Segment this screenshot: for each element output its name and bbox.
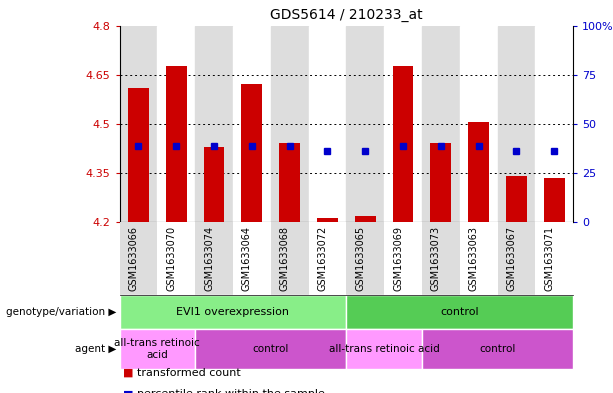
Text: transformed count: transformed count (137, 367, 240, 378)
Bar (544, 178, 565, 222)
Bar (166, 66, 186, 222)
Text: GSM1633063: GSM1633063 (469, 226, 479, 291)
Bar (204, 147, 224, 222)
Text: GSM1633072: GSM1633072 (318, 226, 327, 291)
Bar (422, 26, 460, 222)
Bar (128, 88, 149, 222)
Text: GSM1633070: GSM1633070 (166, 226, 177, 291)
Text: GSM1633067: GSM1633067 (506, 226, 516, 291)
Title: GDS5614 / 210233_at: GDS5614 / 210233_at (270, 8, 422, 22)
Bar (506, 176, 527, 222)
Text: ■: ■ (123, 367, 133, 378)
Text: genotype/variation ▶: genotype/variation ▶ (6, 307, 116, 317)
Bar (233, 26, 271, 222)
Bar (195, 26, 233, 222)
Bar (384, 26, 422, 222)
Text: GSM1633066: GSM1633066 (129, 226, 139, 291)
Text: ■: ■ (123, 389, 133, 393)
Bar (430, 143, 451, 222)
Bar (498, 26, 535, 222)
Text: GSM1633071: GSM1633071 (544, 226, 554, 291)
Text: all-trans retinoic acid: all-trans retinoic acid (329, 344, 440, 354)
Bar (317, 218, 338, 222)
Bar (460, 26, 498, 222)
Bar (120, 26, 158, 222)
Text: GSM1633068: GSM1633068 (280, 226, 290, 291)
Text: agent ▶: agent ▶ (75, 344, 116, 354)
Bar (308, 26, 346, 222)
Bar (355, 217, 376, 222)
Text: GSM1633074: GSM1633074 (204, 226, 214, 291)
Bar (242, 84, 262, 222)
Text: control: control (253, 344, 289, 354)
Bar (158, 26, 195, 222)
Text: percentile rank within the sample: percentile rank within the sample (137, 389, 324, 393)
Bar (535, 26, 573, 222)
Text: GSM1633073: GSM1633073 (431, 226, 441, 291)
Bar (468, 122, 489, 222)
Bar (271, 26, 308, 222)
Text: all-trans retinoic
acid: all-trans retinoic acid (115, 338, 200, 360)
Text: GSM1633064: GSM1633064 (242, 226, 252, 291)
Bar (346, 26, 384, 222)
Text: control: control (479, 344, 516, 354)
Text: GSM1633069: GSM1633069 (393, 226, 403, 291)
Bar (393, 66, 413, 222)
Text: control: control (440, 307, 479, 317)
Bar (280, 143, 300, 222)
Text: GSM1633065: GSM1633065 (356, 226, 365, 291)
Text: EVI1 overexpression: EVI1 overexpression (177, 307, 289, 317)
